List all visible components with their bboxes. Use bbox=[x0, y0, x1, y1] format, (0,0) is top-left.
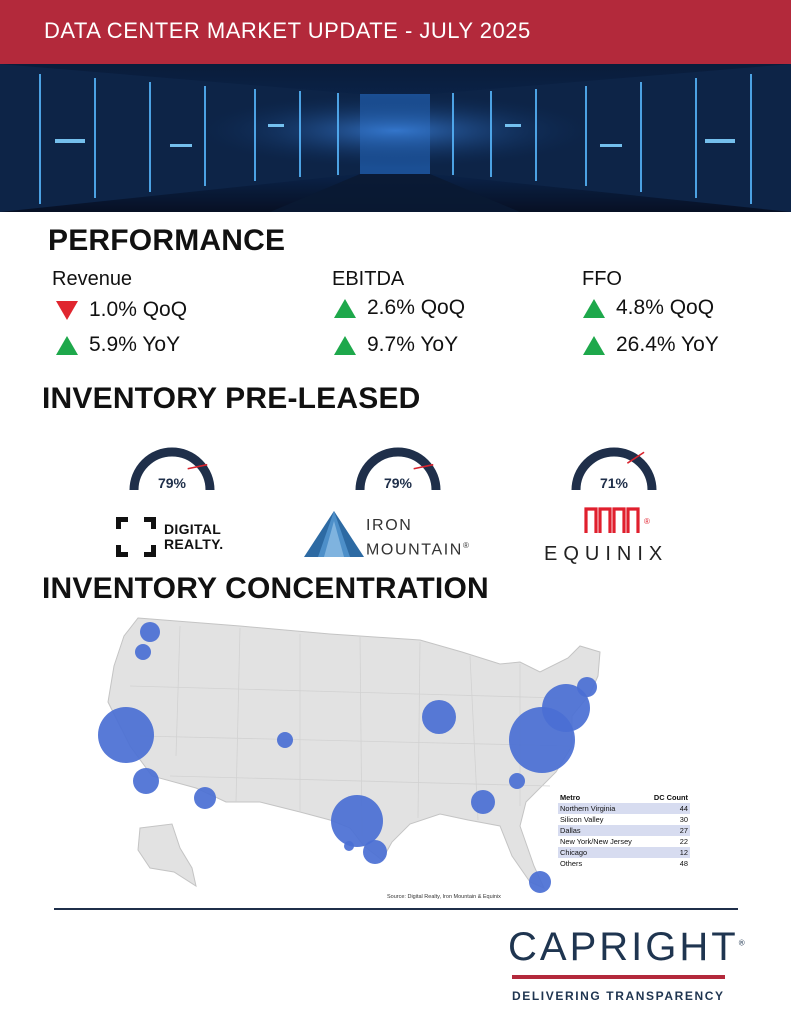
iron-mountain-mark-icon bbox=[304, 511, 364, 557]
gauge-needle bbox=[187, 463, 208, 470]
up-arrow-icon bbox=[334, 298, 356, 318]
capright-reg-mark: ® bbox=[738, 938, 745, 948]
header-banner: DATA CENTER MARKET UPDATE - JULY 2025 bbox=[0, 0, 791, 64]
metric-label: EBITDA bbox=[332, 268, 405, 290]
performance-heading: PERFORMANCE bbox=[48, 224, 286, 257]
table-header-count: DC Count bbox=[653, 793, 688, 802]
table-row: Dallas 27 bbox=[558, 825, 690, 836]
capright-tagline: DELIVERING TRANSPARENCY bbox=[512, 989, 725, 1003]
source-note: Source: Digital Realty, Iron Mountain & … bbox=[387, 894, 501, 900]
gauge-value: 71% bbox=[599, 475, 629, 491]
table-cell-metro: Others bbox=[560, 859, 583, 868]
bubble-silicon-valley bbox=[98, 707, 154, 763]
gauge-digital-realty: 79% bbox=[124, 428, 220, 498]
bubble-group bbox=[98, 622, 597, 893]
iron-mountain-logo: IRON MOUNTAIN® bbox=[304, 511, 469, 564]
metric-yoy: 26.4% YoY bbox=[583, 333, 719, 357]
gauge-track bbox=[571, 447, 657, 491]
capright-wordmark: CAPRIGHT bbox=[508, 925, 739, 969]
digital-realty-logo-line1: DIGITAL bbox=[164, 521, 222, 537]
up-arrow-icon bbox=[334, 335, 356, 355]
table-cell-metro: Dallas bbox=[558, 825, 646, 836]
footer-divider bbox=[54, 908, 738, 910]
table-cell-metro: Chicago bbox=[558, 847, 646, 858]
equinix-mark-icon bbox=[584, 507, 640, 533]
bubble-miami bbox=[529, 871, 551, 893]
bubble-san-antonio bbox=[344, 841, 354, 851]
gauge-equinix: 71% bbox=[566, 428, 662, 498]
equinix-logo-text: EQUINIX bbox=[544, 543, 669, 565]
bubble-chicago bbox=[422, 700, 456, 734]
bubble-atlanta bbox=[471, 790, 495, 814]
bubble-los-angeles bbox=[133, 768, 159, 794]
bubble-phoenix bbox=[194, 787, 216, 809]
table-cell-count: 22 bbox=[679, 837, 688, 846]
metric-qoq: 1.0% QoQ bbox=[56, 298, 187, 322]
gauge-needle bbox=[626, 451, 645, 464]
bubble-new-york bbox=[542, 684, 590, 732]
page-title: DATA CENTER MARKET UPDATE - JULY 2025 bbox=[44, 18, 531, 43]
table-cell-count: 27 bbox=[645, 825, 690, 836]
concentration-heading: INVENTORY CONCENTRATION bbox=[42, 572, 489, 605]
digital-realty-logo-line2: REALTY. bbox=[164, 536, 224, 552]
table-cell-count: 44 bbox=[645, 803, 690, 814]
table-cell-metro: Silicon Valley bbox=[560, 815, 604, 824]
metric-label: Revenue bbox=[52, 268, 133, 290]
gauge-dial bbox=[571, 447, 657, 491]
us-map-outline bbox=[107, 617, 601, 889]
table-header-row: Metro DC Count bbox=[558, 792, 690, 803]
metric-qoq: 2.6% QoQ bbox=[334, 296, 465, 320]
iron-mountain-logo-line2: MOUNTAIN bbox=[366, 541, 463, 559]
capright-logo: CAPRIGHT® bbox=[508, 925, 745, 970]
gauge-dial bbox=[129, 447, 215, 491]
bubble-denver bbox=[277, 732, 293, 748]
up-arrow-icon bbox=[583, 298, 605, 318]
digital-realty-logo: DIGITAL REALTY. bbox=[116, 517, 223, 562]
bubble-charlotte bbox=[509, 773, 525, 789]
gauge-dial bbox=[355, 447, 441, 491]
gauge-value: 79% bbox=[383, 475, 413, 491]
down-arrow-icon bbox=[56, 300, 78, 320]
table-cell-metro: Northern Virginia bbox=[558, 803, 646, 814]
table-cell-metro: New York/New Jersey bbox=[560, 837, 632, 846]
metro-dc-count-table: Metro DC Count Northern Virginia 44 Sili… bbox=[558, 792, 690, 869]
iron-mountain-reg-mark: ® bbox=[462, 541, 469, 550]
gauge-iron-mountain: 79% bbox=[350, 428, 446, 498]
bubble-portland bbox=[135, 644, 151, 660]
metric-yoy: 5.9% YoY bbox=[56, 333, 180, 357]
bubble-boston bbox=[577, 677, 597, 697]
table-row: Chicago 12 bbox=[558, 847, 690, 858]
iron-mountain-logo-line1: IRON bbox=[366, 517, 413, 534]
metric-label: FFO bbox=[582, 268, 622, 290]
bubble-houston bbox=[363, 840, 387, 864]
equinix-reg-mark: ® bbox=[644, 517, 650, 526]
bubble-seattle bbox=[140, 622, 160, 642]
table-cell-count: 30 bbox=[679, 815, 688, 824]
gauge-value: 79% bbox=[157, 475, 187, 491]
table-row: Silicon Valley 30 bbox=[558, 814, 690, 825]
gauge-track bbox=[129, 447, 215, 491]
gauge-track bbox=[355, 447, 441, 491]
preleased-heading: INVENTORY PRE-LEASED bbox=[42, 382, 421, 415]
table-row: New York/New Jersey 22 bbox=[558, 836, 690, 847]
metric-qoq: 4.8% QoQ bbox=[583, 296, 714, 320]
metric-yoy: 9.7% YoY bbox=[334, 333, 458, 357]
hero-datacenter-image bbox=[0, 64, 791, 212]
us-bubble-map bbox=[98, 617, 601, 893]
table-header-metro: Metro bbox=[560, 793, 581, 802]
table-cell-count: 12 bbox=[645, 847, 690, 858]
digital-realty-mark-icon bbox=[116, 517, 156, 557]
bubble-dallas bbox=[331, 795, 383, 847]
table-row: Northern Virginia 44 bbox=[558, 803, 690, 814]
up-arrow-icon bbox=[56, 335, 78, 355]
up-arrow-icon bbox=[583, 335, 605, 355]
capright-accent-bar bbox=[512, 975, 725, 979]
table-cell-count: 48 bbox=[679, 859, 688, 868]
gauge-needle bbox=[413, 463, 434, 470]
table-row: Others 48 bbox=[558, 858, 690, 869]
